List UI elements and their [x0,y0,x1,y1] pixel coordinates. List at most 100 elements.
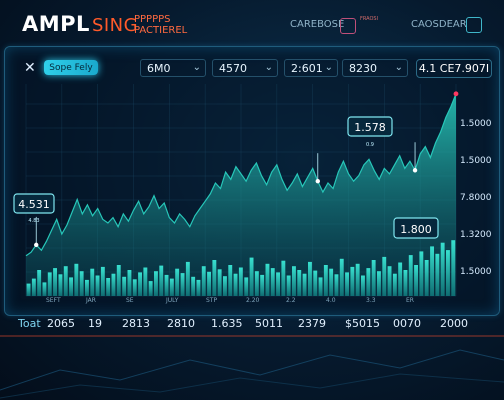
search-filter-button[interactable]: Sope Fely [44,60,98,75]
footer-label: Toat [18,317,41,330]
volume-bar [47,272,52,296]
top-small-text: FRAOSI [360,16,379,22]
volume-bar [254,271,259,296]
footer-value: 2000 [440,317,468,330]
volume-bar [116,265,121,296]
volume-bar [329,268,334,296]
compare-dropdown[interactable]: 8230 ⌄ [342,59,408,77]
x-tick-label: JULY [165,297,179,304]
volume-bar [270,268,275,296]
volume-bar [392,273,397,296]
subtitle-line-1: PPPPPS [134,14,171,25]
volume-bar [238,267,243,296]
chevron-down-icon: ⌄ [264,62,273,73]
top-link-1[interactable]: CAREBOSE [290,19,345,30]
volume-bar [164,274,169,296]
x-tick-label: STP [206,297,217,304]
volume-bar [350,266,355,296]
top-bar: AMPL SING PPPPPS PACTIEREL CAREBOSE FRAOS… [0,0,504,48]
x-tick-label: JAR [85,297,96,304]
y-tick-label: 1.3200 [460,230,492,240]
volume-bar [185,261,190,296]
brand-logo[interactable]: AMPL SING [22,12,138,36]
volume-bar [148,281,153,296]
volume-bar [207,271,211,296]
volume-bar [313,270,318,296]
volume-bar [398,262,403,296]
interval-dropdown[interactable]: 4570 ⌄ [212,59,278,77]
volume-bar [122,276,127,296]
footer-value: 1.635 [211,317,243,330]
compare-dropdown-value: 8230 [349,61,377,75]
volume-bar [260,274,265,296]
volume-bar [63,266,68,296]
volume-bar [154,271,158,296]
y-tick-label: 7.8000 [460,193,492,203]
volume-bar [419,251,424,296]
metric-dropdown[interactable]: 2:601 ⌄ [284,59,338,77]
marker-dot[interactable] [315,178,320,184]
area-series [25,93,457,296]
interval-dropdown-value: 4570 [219,61,247,75]
volume-bar [127,270,132,296]
x-tick-label: 2.2 [286,297,296,304]
volume-bar [95,275,100,296]
footer-row: Toat 2065 19 2813 2810 1.635 5011 2379 $… [0,314,504,334]
volume-bar [79,271,84,296]
brand-text: AMPL [22,12,90,36]
volume-bar [435,253,440,296]
top-link-2[interactable]: CAOSDEAR [411,19,467,30]
y-tick-label: 1.5000 [460,119,492,129]
marker-dot[interactable] [412,168,418,173]
volume-bar [408,255,413,296]
subtitle-line-2: PACTIEREL [134,25,188,36]
volume-bar [42,282,47,296]
footer-value: 2813 [122,317,150,330]
volume-bar [31,278,36,296]
volume-bar [53,268,57,296]
volume-bar [440,242,445,296]
volume-bar [69,277,73,296]
latest-point-marker[interactable] [453,91,459,97]
y-tick-label: 1.5000 [460,156,492,166]
volume-bar [106,278,111,296]
volume-bar [249,257,254,296]
x-tick-label: 4.0 [326,297,336,304]
profile-icon[interactable] [340,18,356,34]
volume-bar [201,266,206,296]
volume-bar [382,256,387,296]
volume-bar [339,258,344,296]
range-dropdown[interactable]: 6M0 ⌄ [140,59,206,77]
volume-bar [371,260,376,296]
footer-value: 5011 [255,317,283,330]
volume-bar [196,279,201,296]
volume-bar [138,272,142,296]
volume-bar [286,275,291,296]
decorative-lines [0,335,504,399]
volume-bar [302,273,307,296]
volume-bar [217,269,222,296]
brand-accent: SING [91,15,139,36]
volume-bar [175,268,180,296]
footer-value: 0070 [393,317,421,330]
metric-dropdown-value: 2:601 [291,61,323,75]
x-axis-labels: SEFT JAR SE JULY STP 2.20 2.2 4.0 3.3 ER [46,297,414,304]
x-tick-label: 2.20 [246,297,260,304]
y-tick-label: 1.5000 [460,267,492,277]
footer-value: 19 [88,317,102,330]
close-icon[interactable]: ✕ [24,60,36,76]
volume-bar [334,274,339,296]
volume-bar [212,260,217,296]
footer-value: 2379 [298,317,326,330]
volume-bar [308,261,312,296]
volume-bar [244,277,249,296]
volume-bar [377,271,381,296]
window-icon[interactable] [466,17,482,33]
range-dropdown-value: 6M0 [147,61,171,75]
marker-dot[interactable] [34,242,39,248]
volume-bar [58,274,63,296]
volume-bar [169,278,174,296]
chevron-down-icon: ⌄ [192,62,201,73]
volume-bar [37,270,42,296]
